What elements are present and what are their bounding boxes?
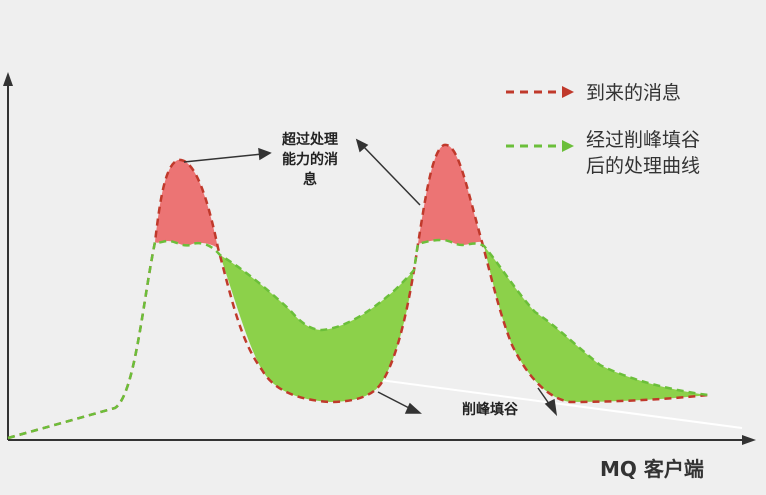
trend-line xyxy=(379,379,743,429)
legend-processed-line2: 后的处理曲线 xyxy=(586,155,701,177)
legend-incoming-swatch xyxy=(506,86,574,98)
valley-fill-2 xyxy=(484,246,708,402)
legend-processed-swatch xyxy=(506,140,574,152)
overflow-fill-peak-2 xyxy=(418,144,482,245)
incoming-curve xyxy=(7,143,709,440)
overflow-fill-peak-1 xyxy=(155,159,218,248)
overflow-arrows xyxy=(183,138,421,206)
legend-processed-line1: 经过削峰填谷 xyxy=(586,129,701,151)
x-axis-arrow xyxy=(742,435,756,445)
overflow-annotation-line1: 超过处理 xyxy=(282,132,338,148)
overflow-annotation-line2: 能力的消 xyxy=(282,152,338,168)
valley-annotation: 削峰填谷 xyxy=(462,402,518,418)
y-axis-arrow xyxy=(3,72,13,86)
overflow-annotation: 超过处理 能力的消 息 xyxy=(270,130,350,190)
valley-arrows xyxy=(377,387,558,417)
legend-incoming-label: 到来的消息 xyxy=(586,82,682,104)
x-axis-label: MQ 客户端 xyxy=(600,457,704,481)
overflow-annotation-line3: 息 xyxy=(303,172,317,188)
legend-processed-label: 经过削峰填谷 后的处理曲线 xyxy=(586,127,700,179)
